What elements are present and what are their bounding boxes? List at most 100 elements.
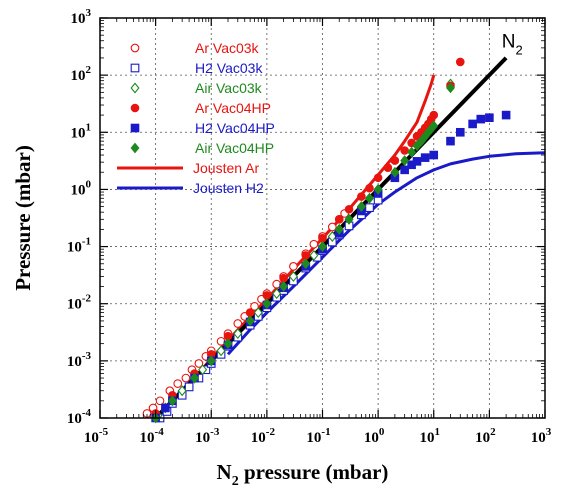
data-point-air-vac04hp (390, 166, 400, 178)
data-point-air-vac03k (216, 345, 226, 357)
legend-label: Jousten Ar (193, 160, 259, 176)
data-point-air-vac04hp (206, 355, 216, 367)
y-tick-label: 10-2 (67, 293, 92, 313)
data-point-ar-vac04hp (373, 173, 383, 183)
legend-label: Ar Vac04HP (195, 100, 271, 116)
legend-item-jousten-ar: Jousten Ar (117, 160, 259, 176)
data-point-h2-vac03k (184, 382, 194, 392)
data-point-air-vac04hp (412, 140, 422, 152)
data-point-ar-vac03k (233, 319, 243, 328)
data-point-air-vac04hp (344, 213, 354, 225)
data-point-h2-vac04hp (161, 403, 170, 413)
data-point-air-vac04hp (400, 155, 410, 166)
data-point-h2-vac04hp (446, 136, 455, 146)
y-tick-label: 10-4 (67, 407, 92, 427)
data-point-air-vac03k (253, 307, 263, 319)
x-tick-label: 103 (531, 426, 552, 446)
y-tick-label: 10-1 (67, 236, 91, 256)
data-point-ar-vac03k (194, 359, 204, 368)
x-tick-label: 10-5 (84, 426, 109, 446)
data-point-ar-vac03k (155, 396, 165, 406)
data-point-air-vac04hp (334, 223, 344, 235)
data-point-ar-vac03k (173, 379, 183, 388)
data-point-air-vac04hp (318, 241, 327, 252)
legend: Ar Vac03k H2 Vac03k Air Vac03k Ar Vac04HP H2… (117, 40, 275, 196)
data-point-ar-vac04hp (400, 146, 409, 155)
annotations: N2 (502, 32, 523, 58)
data-point-air-vac04hp (301, 258, 311, 270)
data-point-h2-vac04hp (501, 110, 511, 120)
data-point-air-vac04hp (356, 201, 366, 213)
data-point-ar-vac04hp (344, 204, 354, 214)
data-point-air-vac04hp (429, 120, 439, 132)
data-point-ar-vac03k (250, 301, 259, 311)
legend-swatch (130, 103, 140, 113)
data-point-ar-vac04hp (455, 57, 465, 67)
legend-label: Ar Vac03k (195, 40, 260, 56)
x-tick-label: 10-2 (251, 426, 276, 446)
data-point-air-vac04hp (190, 372, 199, 384)
legend-item-air-vac03k: Air Vac03k (130, 80, 263, 96)
legend-label: H2 Vac04HP (195, 120, 275, 136)
legend-label: Air Vac03k (195, 80, 263, 96)
data-point-h2-vac04hp (455, 127, 465, 137)
data-point-ar-vac03k (181, 373, 191, 383)
y-axis-title: Pressure (mbar) (11, 145, 35, 291)
data-point-ar-vac04hp (318, 233, 327, 243)
data-point-air-vac03k (233, 328, 243, 340)
data-point-ar-vac03k (309, 239, 319, 249)
legend-swatch (130, 43, 140, 53)
data-point-ar-vac04hp (383, 163, 393, 173)
legend-swatch (130, 63, 140, 73)
data-point-h2-vac04hp (420, 153, 430, 162)
data-point-ar-vac03k (289, 262, 298, 271)
y-tick-label: 103 (71, 7, 92, 27)
data-point-ar-vac03k (327, 222, 337, 232)
y-tick-label: 100 (71, 178, 92, 198)
data-point-ar-vac04hp (357, 192, 366, 201)
data-point-ar-vac04hp (279, 273, 288, 283)
data-point-h2-vac04hp (468, 119, 477, 129)
data-point-air-vac04hp (262, 298, 272, 310)
data-point-air-vac03k (272, 288, 282, 300)
data-point-air-vac03k (288, 270, 298, 282)
x-axis-title-main: N (217, 460, 232, 484)
x-axis-title: N2 pressure (mbar) (217, 460, 389, 489)
data-point-air-vac04hp (223, 338, 233, 350)
legend-swatch (130, 82, 140, 94)
legend-item-ar-vac03k: Ar Vac03k (130, 40, 260, 56)
legend-item-h2-vac03k: H2 Vac03k (130, 60, 263, 76)
legend-swatch (130, 142, 140, 154)
legend-item-air-vac04hp: Air Vac04HP (130, 140, 274, 156)
data-point-ar-vac04hp (245, 308, 255, 317)
data-point-air-vac04hp (279, 281, 289, 292)
data-point-h2-vac04hp (412, 157, 422, 166)
data-point-air-vac03k (327, 231, 337, 242)
data-point-air-vac03k (198, 364, 208, 376)
legend-item-ar-vac04hp: Ar Vac04HP (130, 100, 271, 116)
data-point-air-vac04hp (365, 192, 374, 204)
series-layer (142, 56, 546, 424)
data-point-h2-vac04hp (476, 114, 486, 124)
x-axis-title-sub: 2 (232, 474, 239, 489)
x-tick-label: 101 (420, 426, 441, 446)
data-point-ar-vac04hp (301, 251, 311, 260)
x-tick-label: 10-3 (195, 426, 220, 446)
data-point-ar-vac04hp (390, 156, 400, 165)
y-tick-label: 10-3 (67, 350, 92, 370)
data-point-h2-vac03k (365, 203, 374, 212)
legend-label: Air Vac04HP (195, 140, 274, 156)
legend-swatch (130, 123, 140, 133)
data-point-h2-vac04hp (485, 113, 494, 122)
x-tick-label: 10-4 (140, 426, 165, 446)
data-point-ar-vac04hp (262, 291, 272, 300)
axis-ticks: 10-5 10-4 10-3 10-2 10-1 100 101 102 10310-410-3… (67, 7, 552, 446)
legend-item-jousten-h2: Jousten H2 (117, 180, 264, 196)
data-point-air-vac04hp (373, 184, 383, 195)
data-point-air-vac03k (309, 249, 319, 261)
data-point-air-vac04hp (407, 146, 417, 158)
data-point-air-vac04hp (446, 82, 455, 94)
data-point-h2-vac04hp (429, 150, 439, 160)
